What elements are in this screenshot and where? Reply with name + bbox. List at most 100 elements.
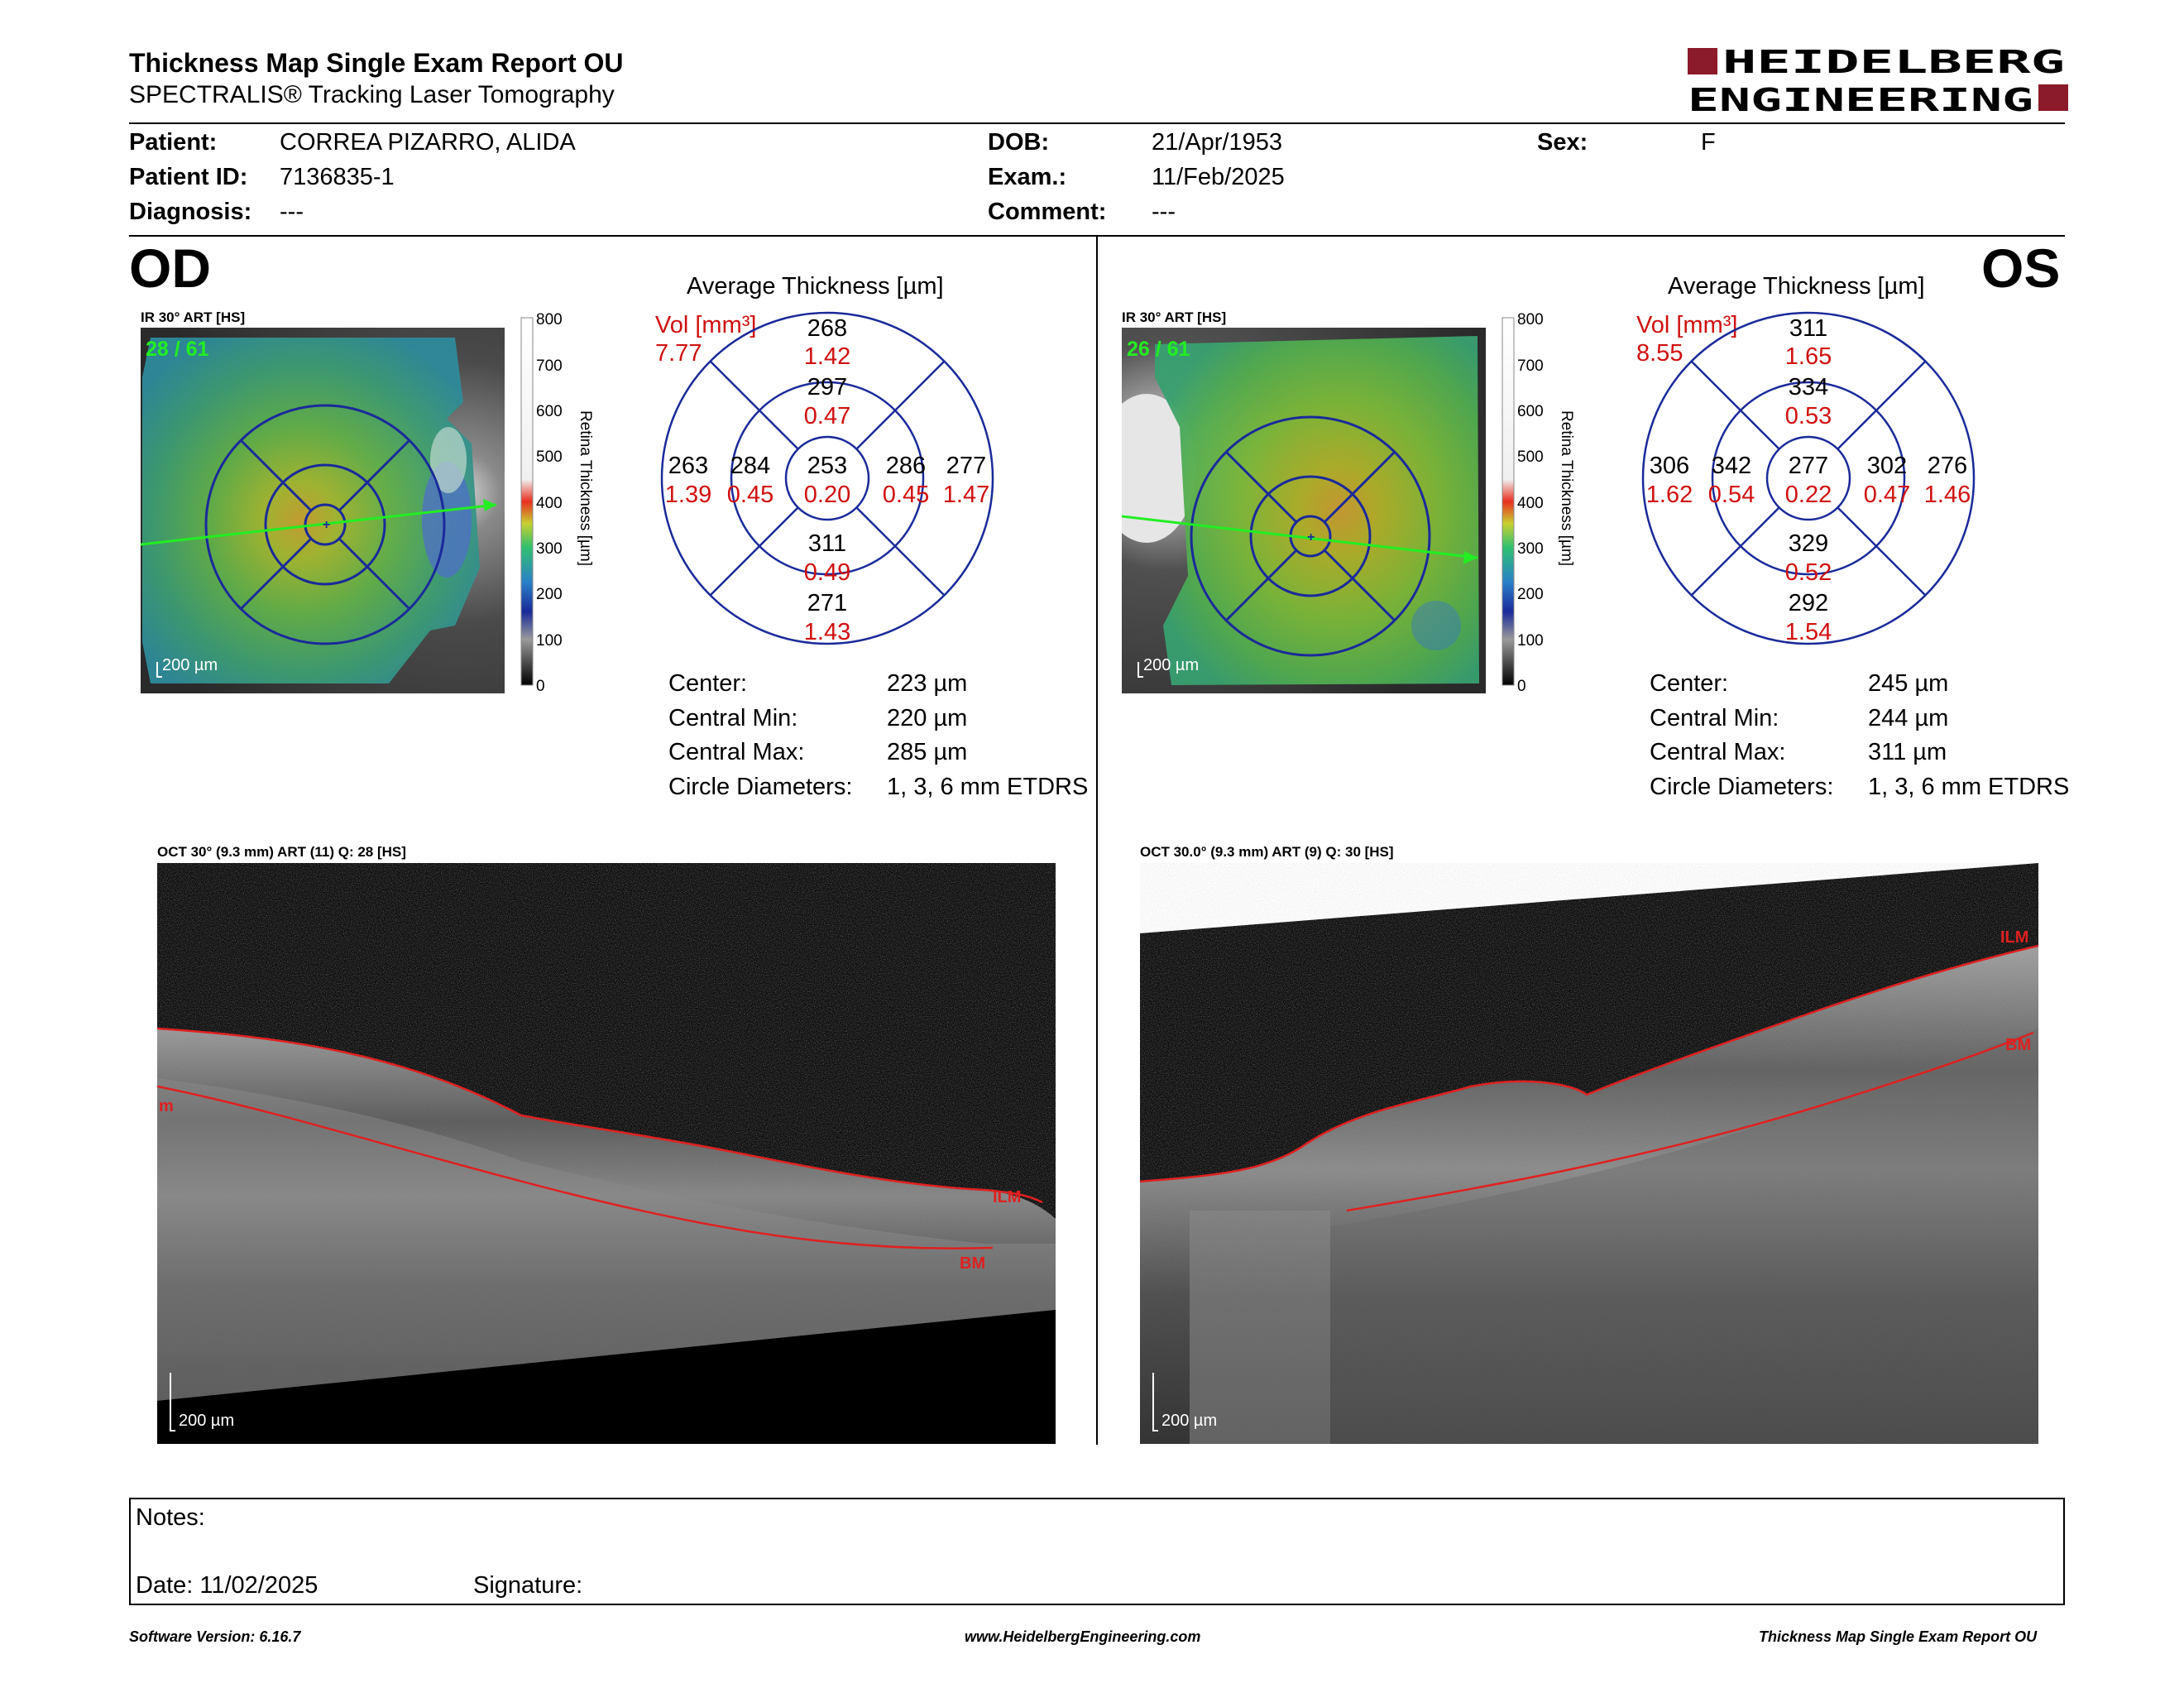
od-avg-title: Average Thickness [µm] xyxy=(687,273,944,300)
od-cb-tick-400: 400 xyxy=(536,495,563,512)
os-ilm-label: ILM xyxy=(2000,928,2028,947)
os-cb-tick-0: 0 xyxy=(1517,678,1526,692)
od-max-label: Central Max: xyxy=(668,739,805,765)
os-cb-tick-300: 300 xyxy=(1517,540,1544,558)
diagnosis-label: Diagnosis: xyxy=(129,199,252,225)
od-cb-tick-700: 700 xyxy=(536,357,563,375)
logo-square-top xyxy=(1688,48,1717,74)
header-rule xyxy=(129,122,2065,124)
os-scan-arrow xyxy=(1463,551,1478,564)
os-cb-tick-700: 700 xyxy=(1517,357,1544,375)
od-oct-bscan: ILM BM m 200 µm xyxy=(157,863,1056,1444)
od-bm-line xyxy=(157,1085,994,1249)
os-avg-title: Average Thickness [µm] xyxy=(1668,273,1925,300)
od-cb-tick-200: 200 xyxy=(536,586,563,603)
od-outer-right-volume: 1.47 xyxy=(943,482,989,508)
od-colorbar-title: Retina Thickness [µm] xyxy=(577,410,594,566)
od-inner-right-thickness: 286 xyxy=(886,453,926,479)
od-cb-tick-300: 300 xyxy=(536,540,563,558)
os-thickness-map: + 26 / 61 200 µm xyxy=(1122,328,1486,693)
os-center-volume: 0.22 xyxy=(1785,482,1832,508)
dob-value: 21/Apr/1953 xyxy=(1152,129,1283,156)
os-vol-label: Vol [mm³] xyxy=(1636,312,1737,338)
os-inner-left-thickness: 342 xyxy=(1712,453,1751,479)
os-vol-value: 8.55 xyxy=(1636,340,1683,367)
od-outer-right-thickness: 277 xyxy=(946,453,986,479)
od-ilm-label: ILM xyxy=(993,1188,1021,1206)
os-cb-tick-100: 100 xyxy=(1517,632,1544,650)
patient-id: 7136835-1 xyxy=(280,164,395,190)
dob-label: DOB: xyxy=(988,129,1050,156)
os-center-label: Center: xyxy=(1650,670,1729,697)
footer-software: Software Version: 6.16.7 xyxy=(129,1628,301,1645)
os-bm-label: BM xyxy=(2005,1036,2031,1054)
od-ir-label: IR 30° ART [HS] xyxy=(141,309,246,325)
comment-label: Comment: xyxy=(988,199,1107,225)
od-outer-bottom-volume: 1.43 xyxy=(804,619,850,645)
od-inner-top-thickness: 297 xyxy=(807,374,847,400)
od-scale-bar xyxy=(156,662,162,678)
patient-rule xyxy=(129,235,2065,237)
od-disc-region xyxy=(422,462,472,578)
os-oct-scale: 200 µm xyxy=(1161,1412,1217,1430)
od-center-volume: 0.20 xyxy=(804,482,850,508)
od-disc-bright xyxy=(430,427,467,493)
os-colorbar-ticks: 800 700 600 500 400 300 200 100 0 xyxy=(1517,311,1544,692)
os-inner-left-volume: 0.54 xyxy=(1708,482,1755,508)
patient-name: CORREA PIZARRO, ALIDA xyxy=(280,129,576,156)
od-inner-top-volume: 0.47 xyxy=(804,403,850,429)
od-oct-label: OCT 30° (9.3 mm) ART (11) Q: 28 [HS] xyxy=(157,844,406,860)
od-center-label: Center: xyxy=(668,670,748,697)
os-oct-scale-bar xyxy=(1152,1373,1158,1431)
report-subtitle: SPECTRALIS® Tracking Laser Tomography xyxy=(129,81,615,108)
notes-label: Notes: xyxy=(136,1504,205,1531)
os-etdrs-circles xyxy=(1641,311,1976,645)
os-inner-bottom-thickness: 329 xyxy=(1789,530,1828,557)
os-ilm-line xyxy=(1140,944,2038,1183)
od-oct-scale-bar xyxy=(170,1373,175,1431)
os-center-thickness: 277 xyxy=(1789,453,1828,479)
exam-label: Exam.: xyxy=(988,164,1067,190)
patient-label: Patient: xyxy=(129,129,218,156)
od-diam-value: 1, 3, 6 mm ETDRS xyxy=(887,774,1089,800)
os-outer-top-volume: 1.65 xyxy=(1785,343,1832,370)
os-cb-tick-600: 600 xyxy=(1517,403,1544,420)
od-center-value: 223 µm xyxy=(887,670,968,697)
diagnosis-value: --- xyxy=(280,199,304,225)
od-inner-right-volume: 0.45 xyxy=(883,482,929,508)
os-outer-bottom-thickness: 292 xyxy=(1789,590,1828,616)
od-vol-value: 7.77 xyxy=(655,340,702,367)
od-inner-left-volume: 0.45 xyxy=(727,482,774,508)
od-inner-bottom-volume: 0.49 xyxy=(804,559,850,586)
od-eye-label: OD xyxy=(129,237,211,299)
od-colorbar-ticks: 800 700 600 500 400 300 200 100 0 xyxy=(536,311,563,692)
od-oct-scale: 200 µm xyxy=(179,1412,234,1430)
od-inner-left-thickness: 284 xyxy=(730,453,770,479)
logo-line2: ENGINEERING xyxy=(1688,82,2033,114)
od-thickness-map: + 28 / 61 200 µm xyxy=(141,328,505,693)
os-cb-tick-800: 800 xyxy=(1517,311,1544,328)
os-thin-region xyxy=(1411,601,1461,650)
os-max-label: Central Max: xyxy=(1650,739,1786,765)
os-diam-label: Circle Diameters: xyxy=(1650,774,1834,800)
os-bm-line xyxy=(1346,1031,2034,1212)
od-scan-arrow xyxy=(483,499,496,511)
od-cb-tick-600: 600 xyxy=(536,403,563,420)
od-edge-label: m xyxy=(159,1097,174,1115)
od-outer-top-thickness: 268 xyxy=(807,315,847,342)
os-etdrs-grid xyxy=(1190,415,1431,657)
od-oct-bottom-black xyxy=(157,1310,1056,1444)
sex-label: Sex: xyxy=(1537,129,1588,156)
os-center-value: 245 µm xyxy=(1868,670,1949,697)
od-etdrs-chart: Vol [mm³] 7.77 268 1.42 297 0.47 263 1.3… xyxy=(655,311,994,645)
os-eye-label: OS xyxy=(1981,237,2061,299)
signature-label: Signature: xyxy=(473,1572,583,1599)
od-outer-bottom-thickness: 271 xyxy=(807,590,847,616)
od-colorbar-gradient xyxy=(520,317,534,686)
os-etdrs-chart: Vol [mm³] 8.55 311 1.65 334 0.53 306 1.6… xyxy=(1636,311,1976,645)
os-map-scale: 200 µm xyxy=(1143,656,1199,674)
od-outer-left-volume: 1.39 xyxy=(665,482,711,508)
sex-value: F xyxy=(1701,129,1716,156)
footer-website[interactable]: www.HeidelbergEngineering.com xyxy=(965,1628,1201,1645)
os-colorbar-gradient xyxy=(1502,317,1515,686)
